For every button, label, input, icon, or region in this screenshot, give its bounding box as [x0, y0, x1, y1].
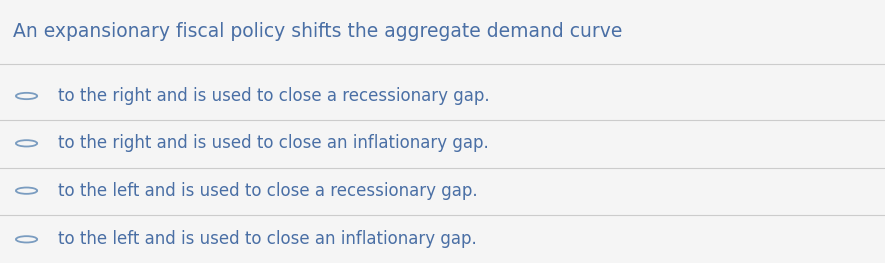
Text: to the left and is used to close an inflationary gap.: to the left and is used to close an infl…	[58, 230, 476, 248]
Text: to the left and is used to close a recessionary gap.: to the left and is used to close a reces…	[58, 182, 477, 200]
Text: to the right and is used to close an inflationary gap.: to the right and is used to close an inf…	[58, 134, 489, 152]
Text: An expansionary fiscal policy shifts the aggregate demand curve: An expansionary fiscal policy shifts the…	[13, 22, 623, 41]
Text: to the right and is used to close a recessionary gap.: to the right and is used to close a rece…	[58, 87, 489, 105]
